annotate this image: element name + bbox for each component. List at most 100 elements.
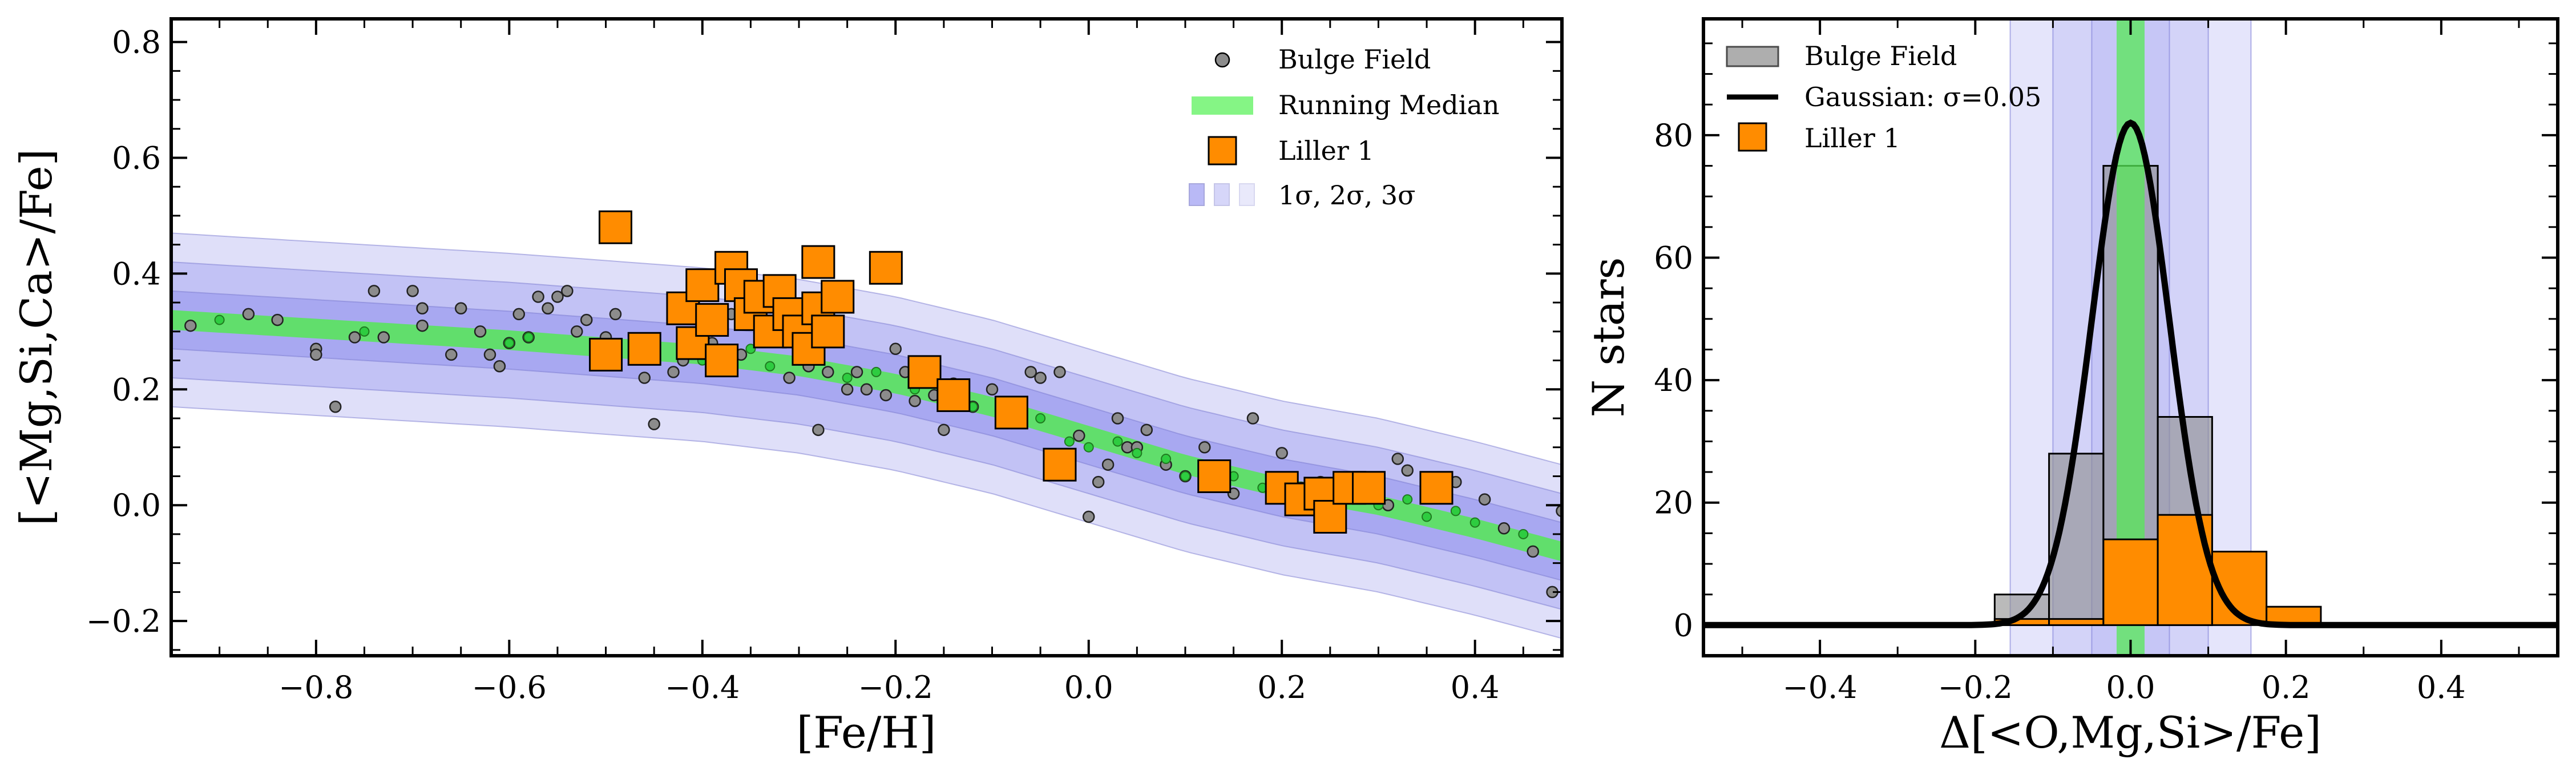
liller1-point <box>705 344 739 378</box>
liller1-point <box>1197 459 1232 493</box>
legend-label-sigma: 1σ, 2σ, 3σ <box>1278 180 1416 211</box>
running-median-point <box>1064 436 1075 447</box>
left-axis-ticks <box>171 19 1562 656</box>
left-panel-scatter: −0.8 −0.6 −0.4 −0.2 0.0 0.2 0.4 −0.2 0.0 0.2 0.4 0… <box>11 17 1564 758</box>
bulge-field-point <box>454 302 467 315</box>
bulge-field-point <box>1140 423 1153 437</box>
right-y-tick-labels: 0 20 40 60 80 <box>1654 118 1693 643</box>
bulge-field-point <box>483 348 496 361</box>
liller1-point <box>994 395 1028 430</box>
running-median-point <box>1469 517 1480 528</box>
bulge-field-point <box>850 366 863 378</box>
right-axis-ticks <box>1703 19 2558 656</box>
bulge-field-point <box>1034 372 1047 384</box>
bulge-field-point <box>986 383 999 396</box>
bulge-field-point <box>551 290 564 303</box>
x-tick-label: −0.8 <box>278 669 353 705</box>
bulge-field-point <box>1073 429 1085 442</box>
legend-marker-sigma3 <box>1239 183 1255 206</box>
bulge-field-point <box>667 366 680 378</box>
running-median-point <box>1132 447 1142 458</box>
bulge-field-point <box>368 285 381 297</box>
liller1-point <box>869 251 903 285</box>
x-tick-label: 0.0 <box>2106 669 2155 705</box>
x-tick-label: −0.4 <box>665 669 740 705</box>
y-tick-label: 0.2 <box>112 372 161 407</box>
bulge-field-point <box>822 366 834 378</box>
left-y-tick-labels: −0.2 0.0 0.2 0.4 0.6 0.8 <box>86 25 161 640</box>
running-median-point <box>765 361 776 372</box>
x-tick-label: 0.4 <box>1451 669 1500 705</box>
running-median-point <box>1422 511 1432 522</box>
bulge-field-point <box>609 308 622 321</box>
running-median-point <box>1112 436 1123 447</box>
bulge-field-point <box>938 423 950 437</box>
bulge-field-point <box>242 308 255 321</box>
running-median-point <box>1083 442 1094 453</box>
running-median-point <box>745 344 756 354</box>
legend-marker-liller1-right <box>1738 122 1767 152</box>
legend-marker-bulge-field <box>1214 52 1230 68</box>
legend-label-liller1: Liller 1 <box>1278 135 1374 166</box>
bulge-field-point <box>474 325 487 338</box>
liller1-point <box>589 337 623 372</box>
liller1-points <box>589 210 1453 534</box>
sigma-bands <box>171 232 1562 639</box>
legend-marker-liller1 <box>1208 136 1237 166</box>
bulge-field-point <box>571 325 583 338</box>
bulge-field-point <box>1101 458 1115 471</box>
liller1-bar <box>2048 618 2105 626</box>
sigma-band-1 <box>171 290 1562 582</box>
right-x-axis-label: Δ[<O,Mg,Si>/Fe] <box>1939 707 2321 758</box>
bulge-field-point <box>348 331 361 344</box>
x-tick-label: −0.2 <box>1938 669 2013 705</box>
running-median-point <box>1402 494 1413 505</box>
running-median-point <box>1035 413 1046 424</box>
bulge-field-point <box>1275 447 1288 459</box>
running-median-point <box>1161 454 1172 465</box>
running-median-band <box>171 310 1562 562</box>
right-panel-histogram: −0.4 −0.2 0.0 0.2 0.4 0 20 40 60 80 Δ[<O,Mg,Si>/… <box>1583 17 2559 758</box>
bulge-field-point <box>542 302 554 315</box>
bulge-field-point <box>271 313 284 326</box>
bulge-field-point <box>310 348 322 361</box>
liller1-point <box>801 245 835 279</box>
bulge-field-point <box>812 423 825 437</box>
liller1-point <box>695 303 729 337</box>
y-tick-label: 0.0 <box>112 487 161 523</box>
left-y-axis-label: [<Mg,Si,Ca>/Fe] <box>11 149 62 526</box>
bulge-field-point <box>889 342 902 356</box>
liller1-point <box>1043 447 1077 482</box>
y-tick-label: 60 <box>1654 240 1693 276</box>
left-x-tick-labels: −0.8 −0.6 −0.4 −0.2 0.0 0.2 0.4 <box>278 669 1499 705</box>
bulge-field-point <box>416 319 429 332</box>
left-x-axis-label: [Fe/H] <box>797 707 936 758</box>
liller1-point <box>907 355 942 389</box>
liller1-point <box>821 280 855 314</box>
bulge-field-point <box>561 285 574 297</box>
gaussian-curve <box>1703 119 2558 628</box>
bulge-field-point <box>1246 412 1259 425</box>
bulge-field-point <box>879 389 893 402</box>
bulge-field-point <box>580 313 593 326</box>
bulge-field-point <box>406 285 419 297</box>
y-tick-label: 0.4 <box>112 256 161 292</box>
bulge-field-point <box>638 372 651 384</box>
right-x-tick-labels: −0.4 −0.2 0.0 0.2 0.4 <box>1783 669 2466 705</box>
right-y-axis-label: N stars <box>1583 257 1634 418</box>
legend-marker-bulge-field-patch <box>1726 46 1779 67</box>
bulge-field-point <box>377 331 390 344</box>
bulge-field-point <box>860 383 873 396</box>
x-tick-label: −0.6 <box>472 669 547 705</box>
y-tick-label: 0.8 <box>112 25 161 60</box>
bulge-field-point <box>909 394 921 407</box>
legend-marker-running-median <box>1192 96 1253 115</box>
bulge-field-point <box>1497 522 1511 535</box>
y-tick-label: 0.6 <box>112 140 161 176</box>
y-tick-label: −0.2 <box>86 603 161 639</box>
running-median-point <box>214 314 225 325</box>
legend-marker-sigma1 <box>1189 183 1205 206</box>
bulge-field-point <box>1401 464 1414 477</box>
y-tick-label: 20 <box>1654 485 1693 521</box>
